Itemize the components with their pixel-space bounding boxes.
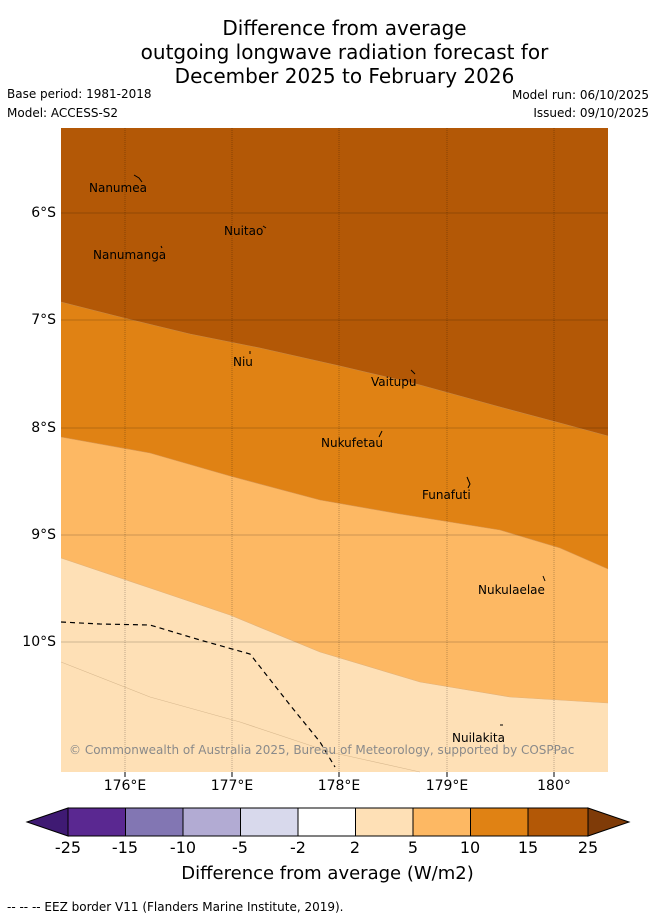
colorbar-seg-8	[470, 807, 529, 837]
place-label-nukufetau: Nukufetau	[321, 436, 383, 450]
place-label-nukulaelae: Nukulaelae	[478, 583, 545, 597]
place-label-vaitupu: Vaitupu	[371, 375, 417, 389]
colorbar-extend-high	[587, 807, 631, 837]
colorbar-tick-6: 5	[407, 838, 419, 857]
title-line-1: Difference from average	[222, 16, 467, 40]
lat-label-9s: 9°S	[31, 527, 56, 543]
colorbar-extend-low	[25, 807, 69, 837]
title-line-3: December 2025 to February 2026	[174, 64, 515, 88]
colorbar-seg-1	[67, 807, 126, 837]
lon-label-179e: 179°E	[425, 778, 469, 794]
colorbar	[25, 807, 631, 837]
colorbar-seg-7	[412, 807, 471, 837]
place-label-niu: Niu	[233, 355, 253, 369]
colorbar-seg-5	[297, 807, 356, 837]
map-frame	[61, 128, 608, 772]
title-line-2: outgoing longwave radiation forecast for	[140, 40, 549, 64]
colorbar-tick-2: -10	[169, 838, 197, 857]
lon-label-180: 180°	[537, 778, 571, 794]
colorbar-seg-6	[355, 807, 414, 837]
colorbar-seg-2	[125, 807, 184, 837]
colorbar-tick-5: 2	[349, 838, 361, 857]
chart-title: Difference from average outgoing longwav…	[0, 16, 655, 88]
colorbar-tick-9: 25	[577, 838, 599, 857]
base-period: Base period: 1981-2018	[7, 87, 152, 101]
island-nukufetau	[378, 430, 383, 438]
island-vaitupu	[410, 369, 416, 375]
island-funafuti	[466, 476, 471, 489]
colorbar-tick-3: -5	[232, 838, 248, 857]
colorbar-tick-0: -25	[54, 838, 82, 857]
lat-label-7s: 7°S	[31, 312, 56, 328]
band-white-area	[61, 662, 420, 772]
colorbar-seg-9	[527, 807, 589, 837]
lon-label-178e: 178°E	[317, 778, 361, 794]
place-label-funafuti: Funafuti	[422, 488, 471, 502]
island-nanumanga	[160, 245, 163, 249]
colorbar-tick-7: 10	[459, 838, 481, 857]
colorbar-seg-4	[240, 807, 299, 837]
colorbar-title: Difference from average (W/m2)	[181, 863, 474, 884]
colorbar-tick-4: -2	[290, 838, 306, 857]
eez-footer-note: -- -- -- EEZ border V11 (Flanders Marine…	[7, 900, 344, 914]
lat-label-8s: 8°S	[31, 420, 56, 436]
model-run: Model run: 06/10/2025	[511, 88, 649, 102]
issued-date: Issued: 09/10/2025	[533, 106, 649, 120]
lon-label-176e: 176°E	[103, 778, 147, 794]
island-nanumea	[133, 174, 143, 183]
copyright-notice: © Commonwealth of Australia 2025, Bureau…	[69, 743, 574, 757]
lat-label-10s: 10°S	[22, 634, 56, 650]
island-nukulaelae	[542, 575, 546, 582]
place-label-nanumea: Nanumea	[89, 181, 147, 195]
colorbar-seg-3	[182, 807, 241, 837]
eez-border	[60, 621, 336, 768]
colorbar-tick-1: -15	[111, 838, 139, 857]
island-nuitao	[262, 225, 267, 229]
colorbar-tick-8: 15	[517, 838, 539, 857]
lat-label-6s: 6°S	[31, 205, 56, 221]
lon-label-177e: 177°E	[210, 778, 254, 794]
model-name: Model: ACCESS-S2	[7, 106, 119, 120]
place-label-nanumanga: Nanumanga	[93, 248, 166, 262]
place-label-nuitao: Nuitao	[224, 224, 263, 238]
place-label-nuilakita: Nuilakita	[452, 731, 505, 745]
